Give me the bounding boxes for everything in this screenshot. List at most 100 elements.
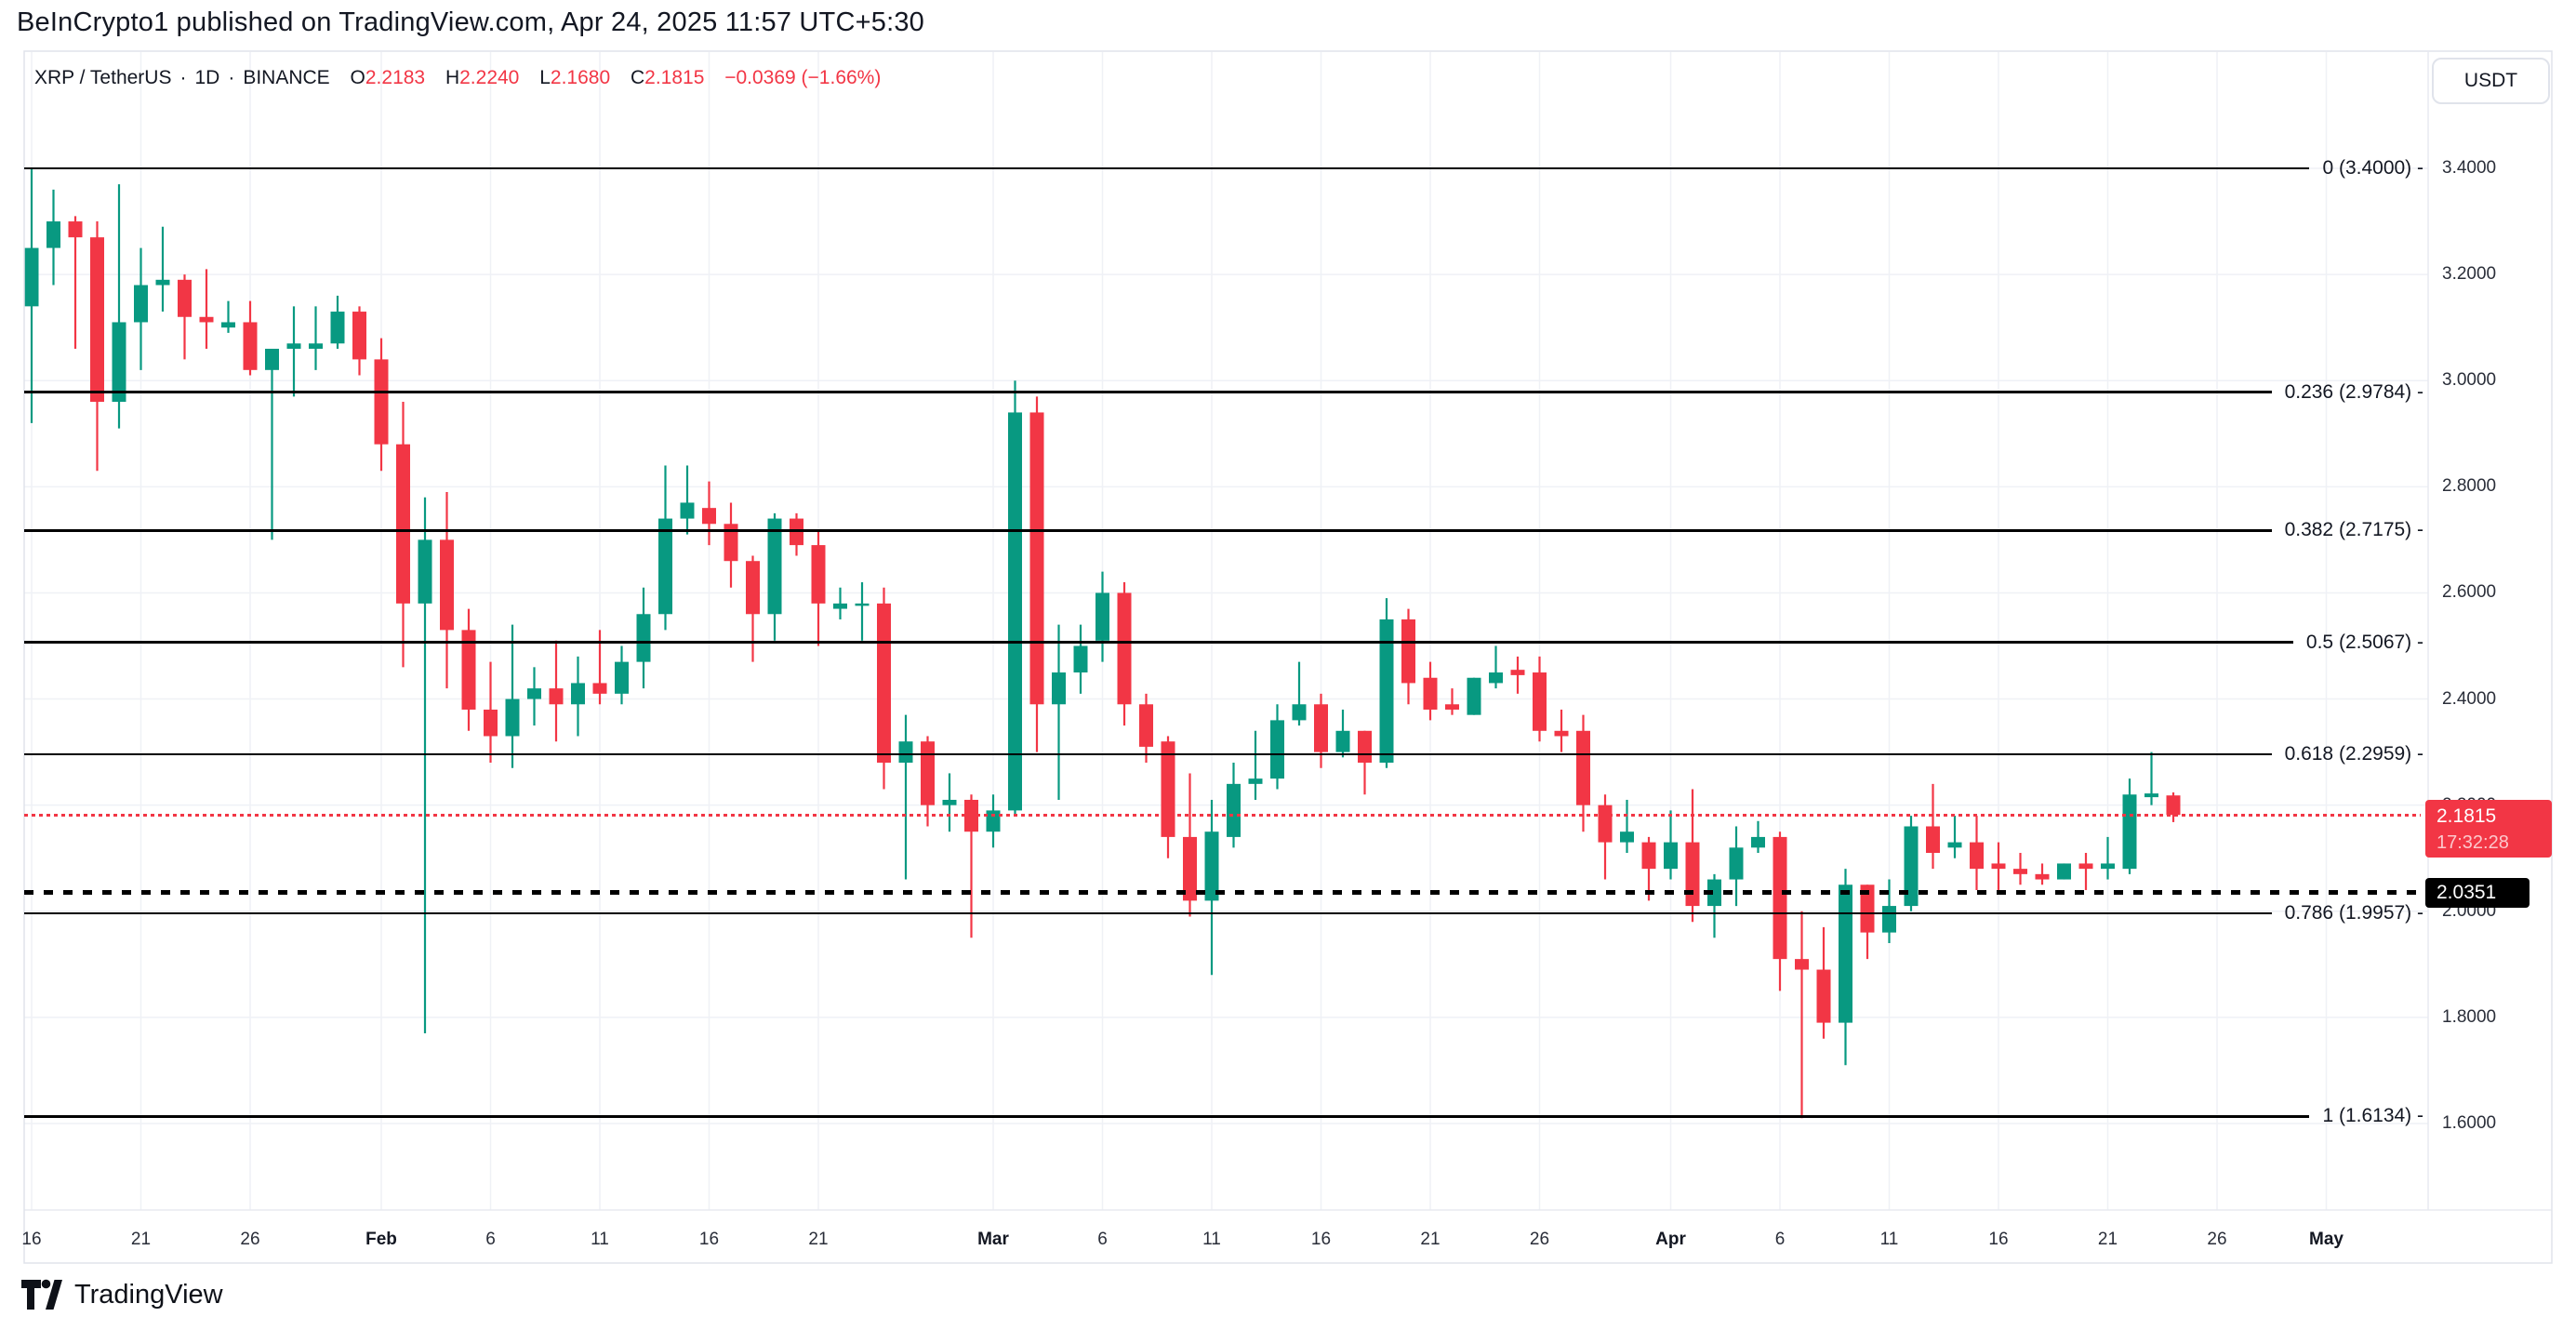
price-axis-label[interactable]: 2.4000: [2442, 688, 2497, 709]
candle[interactable]: [1926, 783, 1940, 870]
candle[interactable]: [898, 714, 913, 880]
candle[interactable]: [942, 773, 957, 832]
candle[interactable]: [396, 402, 410, 668]
candle[interactable]: [1795, 911, 1809, 1119]
fib-level-row[interactable]: 0.236 (2.9784) -: [24, 379, 2423, 406]
candle[interactable]: [2122, 778, 2137, 874]
price-axis-label[interactable]: 3.4000: [2442, 158, 2497, 178]
candle[interactable]: [1685, 789, 1700, 923]
candle[interactable]: [24, 168, 39, 423]
time-axis-label[interactable]: Mar: [977, 1230, 1009, 1249]
candle[interactable]: [1467, 677, 1481, 715]
time-axis-label[interactable]: 21: [130, 1230, 152, 1249]
price-axis-label[interactable]: 1.6000: [2442, 1113, 2497, 1133]
candle[interactable]: [1773, 831, 1787, 991]
candle[interactable]: [1533, 656, 1547, 742]
time-axis-label[interactable]: 16: [1988, 1230, 2009, 1249]
candle[interactable]: [1445, 688, 1459, 715]
candle[interactable]: [636, 587, 651, 689]
candle[interactable]: [1860, 884, 1875, 960]
time-axis-label[interactable]: 16: [1310, 1230, 1332, 1249]
candle[interactable]: [505, 624, 520, 768]
candle[interactable]: [1641, 836, 1656, 901]
candle[interactable]: [1095, 571, 1109, 662]
candle[interactable]: [1248, 730, 1263, 800]
candle[interactable]: [1270, 704, 1284, 790]
candle[interactable]: [921, 736, 935, 827]
candle[interactable]: [352, 306, 366, 376]
candle[interactable]: [1620, 799, 1634, 854]
candle[interactable]: [986, 794, 1001, 848]
candle[interactable]: [1970, 816, 1984, 890]
time-axis-label[interactable]: Feb: [365, 1230, 397, 1249]
time-axis-label[interactable]: 26: [1529, 1230, 1550, 1249]
candle[interactable]: [549, 640, 564, 742]
candle[interactable]: [811, 528, 826, 646]
candle[interactable]: [527, 667, 541, 726]
candle[interactable]: [374, 338, 389, 472]
candle[interactable]: [1052, 624, 1066, 800]
candle[interactable]: [2144, 751, 2158, 805]
symbol-legend[interactable]: XRP / TetherUS · 1D · BINANCE O2.2183 H2.224…: [34, 67, 881, 89]
time-axis-label[interactable]: 11: [591, 1230, 609, 1249]
time-axis-label[interactable]: 26: [240, 1230, 260, 1249]
fib-level-row[interactable]: 0.382 (2.7175) -: [24, 517, 2423, 543]
candle[interactable]: [1029, 396, 1044, 752]
fib-level-row[interactable]: 0 (3.4000) -: [24, 155, 2423, 181]
candle[interactable]: [1335, 709, 1350, 758]
candle[interactable]: [330, 295, 345, 349]
candle[interactable]: [767, 512, 782, 641]
time-axis-label[interactable]: 6: [1774, 1230, 1786, 1249]
candle[interactable]: [46, 189, 60, 286]
candle[interactable]: [833, 587, 847, 619]
candle[interactable]: [571, 656, 585, 737]
candle[interactable]: [1751, 820, 1765, 854]
candle[interactable]: [243, 300, 258, 376]
candle[interactable]: [1008, 380, 1022, 817]
candle[interactable]: [1598, 794, 1613, 880]
candle[interactable]: [221, 300, 235, 333]
candle[interactable]: [1947, 816, 1962, 858]
candle[interactable]: [1510, 656, 1525, 694]
candle[interactable]: [724, 502, 738, 588]
time-axis-label[interactable]: 21: [808, 1230, 829, 1249]
time-axis-label[interactable]: Apr: [1655, 1230, 1686, 1249]
time-axis-label[interactable]: 11: [1202, 1230, 1221, 1249]
candle[interactable]: [790, 512, 803, 556]
candle[interactable]: [90, 221, 104, 472]
candle[interactable]: [1292, 661, 1307, 726]
fib-level-row[interactable]: 0.5 (2.5067) -: [24, 630, 2423, 656]
candle[interactable]: [1227, 763, 1241, 848]
candle[interactable]: [2013, 853, 2027, 885]
candle[interactable]: [1554, 709, 1569, 752]
candle[interactable]: [1839, 869, 1852, 1066]
candle[interactable]: [134, 247, 148, 370]
candle[interactable]: [1073, 624, 1088, 694]
candle[interactable]: [1816, 926, 1831, 1039]
candle[interactable]: [461, 608, 476, 731]
candle[interactable]: [2166, 791, 2181, 822]
candle[interactable]: [1904, 816, 1919, 911]
time-axis-label[interactable]: 6: [485, 1230, 496, 1249]
time-axis-label[interactable]: 16: [698, 1230, 720, 1249]
candle[interactable]: [2078, 853, 2093, 890]
candle[interactable]: [1379, 598, 1394, 768]
time-axis-label[interactable]: 6: [1097, 1230, 1108, 1249]
candle[interactable]: [702, 481, 716, 546]
time-axis-label[interactable]: 26: [2207, 1230, 2227, 1249]
candle[interactable]: [680, 465, 695, 535]
candle[interactable]: [1489, 645, 1503, 689]
candle[interactable]: [286, 306, 301, 397]
candle[interactable]: [68, 216, 83, 349]
candle[interactable]: [2101, 836, 2115, 880]
fib-level-row[interactable]: 0.618 (2.2959) -: [24, 741, 2423, 767]
candle[interactable]: [1664, 810, 1678, 880]
fib-level-row[interactable]: 0.786 (1.9957) -: [24, 900, 2423, 926]
candle[interactable]: [418, 497, 432, 1034]
candle[interactable]: [746, 555, 760, 662]
candle[interactable]: [484, 661, 498, 764]
candle[interactable]: [2035, 863, 2050, 885]
candle[interactable]: [1423, 661, 1438, 721]
candle[interactable]: [265, 348, 279, 540]
price-axis-label[interactable]: 2.8000: [2442, 476, 2497, 497]
